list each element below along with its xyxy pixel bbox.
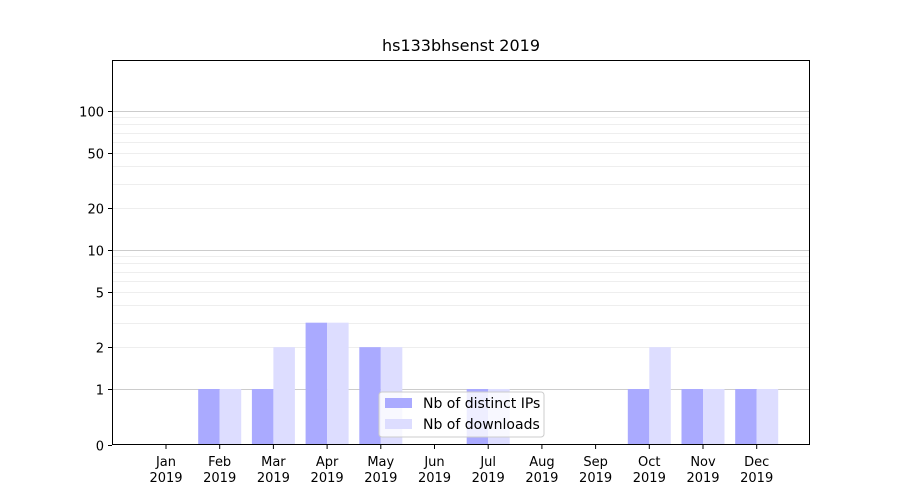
bar-downloads [756, 389, 779, 445]
x-tick-label: Sep 2019 [579, 455, 612, 486]
x-tick-label-year: 2019 [579, 471, 612, 486]
plot-frame [112, 60, 810, 445]
x-tick-label-year: 2019 [364, 471, 397, 486]
y-tick-label: 5 [96, 287, 104, 302]
chart-title: hs133bhsenst 2019 [382, 36, 540, 55]
x-tick-label-month: May [367, 455, 394, 470]
y-tick-label: 2 [96, 342, 104, 357]
y-axis: 0 1 2 5 10 20 50 100 [79, 106, 112, 455]
bar-distinct-ips [627, 389, 650, 445]
bar-downloads [649, 347, 671, 445]
y-tick-label: 100 [79, 106, 104, 121]
x-tick-label-year: 2019 [257, 471, 290, 486]
bar-downloads [327, 322, 349, 445]
x-tick-label: May 2019 [364, 455, 397, 486]
legend: Nb of distinct IPs Nb of downloads [378, 391, 545, 438]
x-tick-label-year: 2019 [740, 471, 773, 486]
bar-distinct-ips [735, 389, 757, 445]
y-tick-label: 50 [87, 148, 104, 163]
x-tick-label-year: 2019 [686, 471, 719, 486]
x-tick-label-month: Nov [690, 455, 716, 470]
x-tick-label-month: Aug [529, 455, 554, 470]
x-tick-label-year: 2019 [149, 471, 182, 486]
x-tick-label-month: Dec [744, 455, 769, 470]
x-tick-label-year: 2019 [472, 471, 505, 486]
x-tick-label: Dec 2019 [740, 455, 773, 486]
x-tick-label-year: 2019 [633, 471, 666, 486]
x-tick-label-month: Jul [479, 455, 496, 470]
x-tick-label: Mar 2019 [257, 455, 290, 486]
y-tick-label: 10 [87, 245, 104, 260]
y-tick-label: 1 [96, 384, 104, 399]
x-tick-label-month: Sep [583, 455, 608, 470]
legend-label-downloads: Nb of downloads [423, 417, 540, 433]
legend-box [378, 391, 545, 438]
legend-swatch-distinct-ips [385, 398, 412, 408]
x-tick-label-year: 2019 [525, 471, 558, 486]
bar-downloads [219, 389, 242, 445]
x-tick-label: Feb 2019 [203, 455, 236, 486]
bar-downloads [273, 347, 295, 445]
bar-distinct-ips [681, 389, 703, 445]
x-tick-label-year: 2019 [418, 471, 451, 486]
x-tick-label: Jan 2019 [149, 455, 182, 486]
x-tick-label-month: Feb [208, 455, 231, 470]
x-tick-label: Aug 2019 [525, 455, 558, 486]
x-tick-label: Oct 2019 [633, 455, 666, 486]
bar-distinct-ips [305, 322, 328, 445]
legend-label-distinct-ips: Nb of distinct IPs [423, 396, 540, 412]
legend-swatch-downloads [385, 419, 412, 429]
x-tick-label-month: Jan [155, 455, 176, 470]
x-tick-label-month: Oct [638, 455, 660, 470]
gridlines [112, 111, 810, 390]
bar-distinct-ips [198, 389, 220, 445]
x-tick-label-month: Apr [316, 455, 339, 470]
x-tick-label-month: Jun [423, 455, 444, 470]
bar-distinct-ips [359, 347, 381, 445]
x-tick-label: Nov 2019 [686, 455, 719, 486]
y-tick-label: 0 [96, 440, 104, 455]
bar-distinct-ips [251, 389, 274, 445]
y-tick-label: 20 [87, 203, 104, 218]
bar-downloads [703, 389, 725, 445]
x-tick-label: Jul 2019 [472, 455, 505, 486]
x-tick-label-month: Mar [261, 455, 286, 470]
x-tick-label-year: 2019 [203, 471, 236, 486]
x-tick-label-year: 2019 [311, 471, 344, 486]
x-tick-label: Jun 2019 [418, 455, 451, 486]
x-tick-label: Apr 2019 [311, 455, 344, 486]
